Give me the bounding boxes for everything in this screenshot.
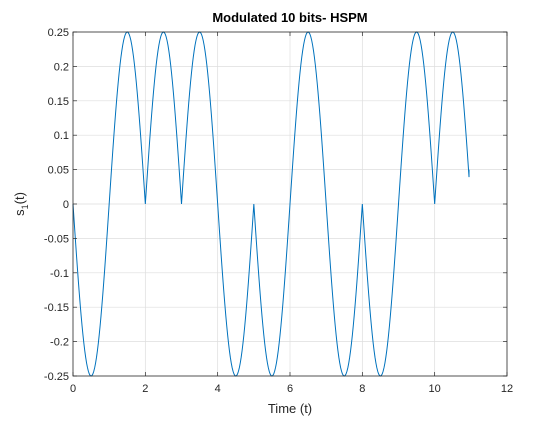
- x-axis-label: Time (t): [268, 401, 312, 416]
- y-tick-label: 0.2: [54, 61, 69, 73]
- y-tick-labels: -0.25 -0.2 -0.15 -0.1 -0.05 0 0.05 0.1 0.15 0.2 0.…: [44, 27, 69, 383]
- y-axis-label-main: s: [12, 209, 27, 216]
- y-tick-label: -0.2: [50, 337, 69, 349]
- x-tick-label: 12: [501, 383, 513, 395]
- x-tick-label: 4: [215, 383, 221, 395]
- y-tick-label: 0.1: [54, 130, 69, 142]
- y-tick-label: -0.15: [44, 302, 69, 314]
- x-tick-label: 0: [70, 383, 76, 395]
- y-tick-label: 0.25: [48, 27, 69, 39]
- grid: [73, 32, 507, 376]
- y-tick-label: 0: [63, 199, 69, 211]
- y-tick-label: 0.05: [48, 165, 69, 177]
- x-tick-labels: 0 2 4 6 8 10 12: [70, 383, 513, 395]
- x-tick-label: 6: [287, 383, 293, 395]
- y-tick-label: -0.05: [44, 233, 69, 245]
- y-tick-label: -0.1: [50, 268, 69, 280]
- y-axis-label-suffix: (t): [12, 192, 27, 204]
- y-axis-label-subscript: 1: [20, 204, 30, 209]
- ticks: [72, 31, 508, 377]
- y-axis-label: s1(t): [12, 192, 30, 216]
- x-tick-label: 10: [429, 383, 441, 395]
- y-tick-label: 0.15: [48, 96, 69, 108]
- x-tick-label: 2: [142, 383, 148, 395]
- y-tick-label: -0.25: [44, 371, 69, 383]
- chart-title: Modulated 10 bits- HSPM: [212, 10, 367, 25]
- x-tick-label: 8: [359, 383, 365, 395]
